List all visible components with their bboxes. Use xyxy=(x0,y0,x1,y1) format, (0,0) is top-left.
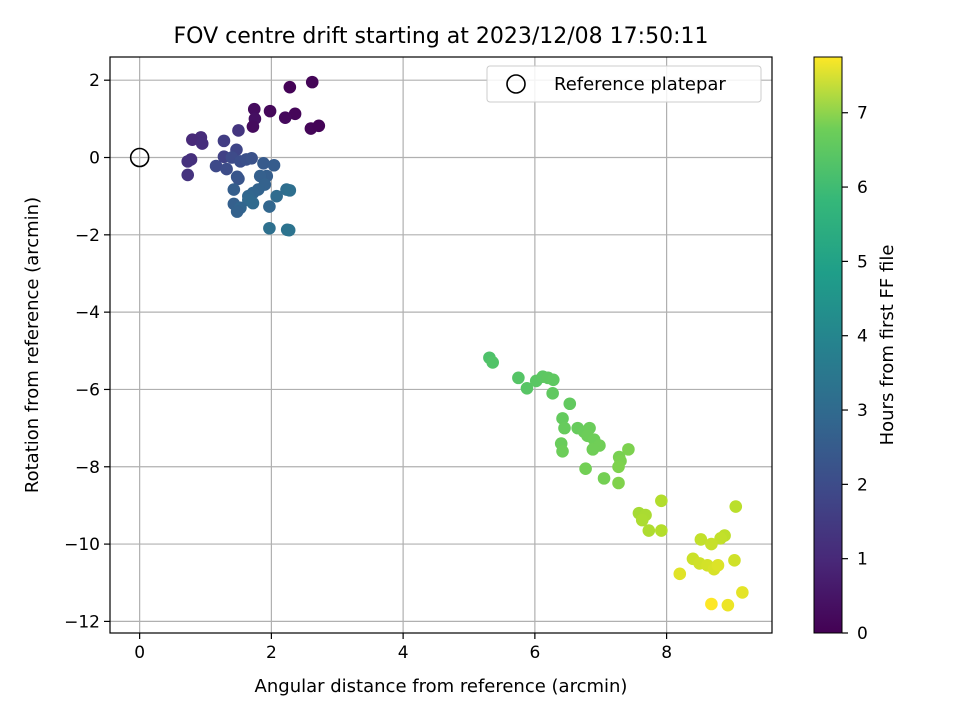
colorbar-gradient xyxy=(813,56,843,634)
x-tick-label: 8 xyxy=(661,643,672,663)
data-point xyxy=(612,476,625,490)
data-point xyxy=(278,111,292,124)
data-point xyxy=(263,200,276,213)
legend-entry-reference-platepar: Reference platepar xyxy=(554,74,726,95)
reference-platepar-marker xyxy=(129,147,150,168)
data-point xyxy=(283,184,297,197)
data-point xyxy=(217,134,231,148)
y-tick-label: −12 xyxy=(64,612,100,632)
data-point xyxy=(181,155,195,168)
data-point xyxy=(711,559,725,572)
data-point xyxy=(694,533,708,546)
data-point xyxy=(563,397,577,411)
y-tick-label: −10 xyxy=(64,535,100,555)
data-point xyxy=(247,102,261,116)
data-point xyxy=(220,162,233,176)
data-point xyxy=(556,412,569,425)
data-point xyxy=(195,137,209,150)
colorbar-tick-label: 6 xyxy=(857,178,868,198)
data-point xyxy=(705,597,718,611)
colorbar-ticks: 0 1 2 3 4 5 6 7 xyxy=(842,104,868,644)
data-point xyxy=(512,371,525,385)
data-point xyxy=(612,460,625,474)
colorbar-tick-label: 0 xyxy=(857,624,868,644)
y-tick-label: −8 xyxy=(75,458,100,478)
data-point xyxy=(586,443,600,456)
data-point xyxy=(283,80,297,94)
colorbar-tick-label: 4 xyxy=(857,327,868,347)
y-tick-label: −2 xyxy=(75,226,100,246)
colorbar-tick-label: 5 xyxy=(857,252,868,272)
data-point xyxy=(705,537,718,551)
data-point xyxy=(263,221,276,235)
data-point xyxy=(232,124,245,137)
y-tick-label: −4 xyxy=(75,303,100,323)
data-point xyxy=(312,119,326,133)
data-point xyxy=(245,151,258,165)
y-tick-label: 2 xyxy=(89,71,100,91)
data-point xyxy=(282,223,296,237)
data-points xyxy=(181,75,749,612)
colorbar-tick-label: 7 xyxy=(857,104,868,124)
data-point xyxy=(267,158,281,172)
data-point xyxy=(635,513,649,527)
data-point xyxy=(181,168,195,182)
data-point xyxy=(486,356,500,369)
data-point xyxy=(729,500,743,513)
colorbar-tick-label: 3 xyxy=(857,401,868,421)
data-point xyxy=(736,586,749,599)
colorbar: 0 1 2 3 4 5 6 7 Hours from first FF file xyxy=(813,56,898,644)
legend-box xyxy=(486,65,762,103)
x-tick-label: 6 xyxy=(529,643,540,663)
data-point xyxy=(579,462,592,476)
data-point xyxy=(288,107,302,121)
x-tick-label: 4 xyxy=(398,643,409,663)
data-point xyxy=(209,159,223,173)
data-point xyxy=(547,373,560,387)
data-point xyxy=(270,189,283,203)
data-point xyxy=(642,524,656,537)
data-point xyxy=(655,524,668,537)
data-point xyxy=(728,554,741,567)
data-point xyxy=(546,387,559,400)
x-tick-label: 0 xyxy=(134,643,145,663)
grid-lines xyxy=(110,57,772,633)
data-point xyxy=(673,567,687,581)
colorbar-label: Hours from first FF file xyxy=(877,245,898,446)
data-point xyxy=(520,381,534,395)
data-point xyxy=(714,531,727,545)
chart-title: FOV centre drift starting at 2023/12/08 … xyxy=(174,24,709,49)
data-point xyxy=(556,445,569,458)
data-point xyxy=(246,196,260,210)
data-point xyxy=(186,133,199,147)
plot-frame xyxy=(109,56,773,634)
data-point xyxy=(230,205,244,218)
y-tick-label: 0 xyxy=(89,149,100,169)
data-point xyxy=(721,598,735,612)
data-point xyxy=(305,75,319,89)
x-axis-label: Angular distance from reference (arcmin) xyxy=(255,676,628,697)
data-point xyxy=(257,157,270,170)
y-axis-label: Rotation from reference (arcmin) xyxy=(22,197,43,493)
data-point xyxy=(232,172,245,186)
x-tick-label: 2 xyxy=(266,643,277,663)
data-point xyxy=(622,443,635,456)
data-point xyxy=(558,421,571,435)
data-point xyxy=(655,494,668,508)
legend-reference-marker-icon xyxy=(506,74,526,94)
data-point xyxy=(597,472,611,485)
y-tick-label: −6 xyxy=(75,380,100,400)
y-axis-ticks: 2 0 −2 −4 −6 −8 −10 −12 xyxy=(64,71,110,632)
data-point xyxy=(263,104,277,118)
data-point xyxy=(246,120,260,133)
x-axis-ticks: 0 2 4 6 8 xyxy=(134,633,672,663)
colorbar-tick-label: 1 xyxy=(857,550,868,570)
colorbar-tick-label: 2 xyxy=(857,475,868,495)
data-point xyxy=(227,183,241,196)
legend: Reference platepar xyxy=(486,65,762,103)
